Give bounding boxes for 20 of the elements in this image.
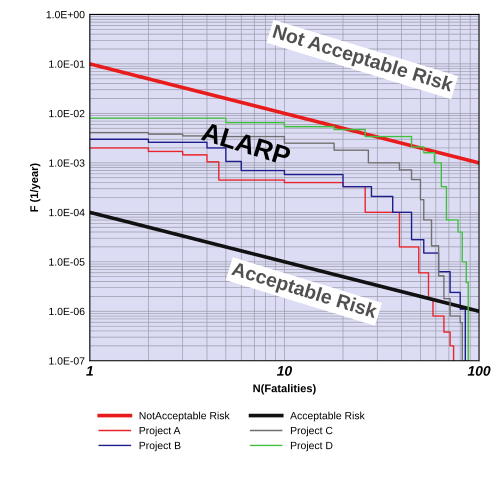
x-tick-label: 10 <box>276 366 292 376</box>
y-tick-label: 1.0E-02 <box>49 110 84 118</box>
y-tick-label: 1.0E-05 <box>49 258 85 266</box>
y-tick-label: 1.0E-04 <box>49 208 85 216</box>
legend-label: Project D <box>290 442 332 452</box>
x-tick-label: 1 <box>86 366 93 376</box>
y-tick-label: 1.0E-01 <box>49 60 84 68</box>
y-tick-label: 1.0E-07 <box>49 357 84 365</box>
legend-label: Project B <box>140 442 180 452</box>
legend-label: Acceptable Risk <box>290 412 365 422</box>
annotation: ALARP <box>200 122 292 166</box>
y-tick-label: 1.0E-06 <box>49 308 85 316</box>
x-axis-title: N(Fatalities) <box>253 384 316 394</box>
y-tick-label: 1.0E-03 <box>49 159 85 167</box>
x-tick-label: 100 <box>468 366 490 376</box>
y-axis-title: F (1/year) <box>30 163 40 212</box>
legend-label: Project C <box>290 426 333 436</box>
legend-label: Project A <box>140 426 180 436</box>
legend-label: NotAcceptable Risk <box>140 412 230 422</box>
y-tick-label: 1.0E+00 <box>46 10 85 18</box>
